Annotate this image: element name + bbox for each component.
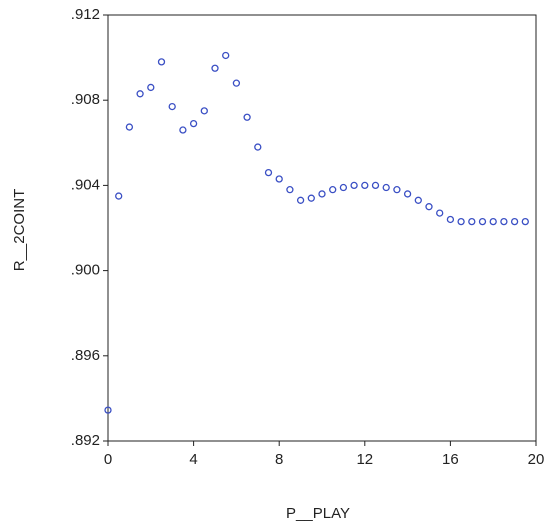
point — [521, 217, 529, 226]
point — [157, 58, 166, 66]
point — [286, 186, 294, 194]
point — [243, 113, 251, 121]
point — [339, 183, 348, 192]
point — [125, 123, 134, 131]
point — [382, 183, 390, 192]
y-tick-label: .896 — [71, 347, 100, 364]
plot-frame — [107, 14, 537, 442]
point — [222, 51, 230, 60]
x-tick-label: 16 — [442, 451, 459, 468]
x-tick-label: 12 — [356, 451, 373, 468]
y-tick-label: .908 — [71, 91, 100, 108]
x-tick-label: 4 — [189, 451, 197, 468]
point — [500, 217, 508, 226]
point — [361, 181, 369, 190]
point — [254, 143, 262, 151]
point — [414, 196, 422, 204]
point — [436, 209, 444, 217]
point — [189, 119, 198, 128]
y-tick-label: .904 — [71, 176, 100, 193]
point — [446, 215, 455, 224]
point — [510, 217, 519, 226]
point — [457, 217, 465, 226]
point — [200, 107, 208, 115]
point — [211, 64, 219, 72]
point — [318, 190, 326, 198]
point — [350, 181, 358, 190]
point — [403, 190, 412, 198]
y-tick-label: .912 — [71, 6, 100, 23]
x-tick-label: 0 — [104, 451, 112, 468]
x-tick-label: 8 — [275, 451, 283, 468]
point — [489, 217, 497, 226]
point — [425, 203, 433, 211]
point — [468, 217, 476, 226]
point — [136, 90, 144, 98]
y-tick-label: .892 — [71, 432, 100, 449]
point — [393, 186, 401, 194]
point — [307, 194, 315, 202]
point — [147, 83, 155, 92]
point — [275, 175, 283, 183]
point — [296, 196, 305, 204]
point — [115, 192, 123, 200]
point — [371, 181, 380, 190]
x-tick-label: 20 — [528, 451, 545, 468]
point — [478, 217, 487, 226]
y-axis-label: R__2COINT — [11, 189, 28, 272]
x-axis-label: P__PLAY — [286, 505, 350, 522]
y-tick-label: .900 — [71, 262, 100, 279]
point — [104, 406, 112, 414]
point — [329, 186, 337, 194]
point — [264, 168, 273, 177]
point — [179, 126, 187, 134]
point — [232, 79, 241, 87]
point — [168, 102, 176, 111]
